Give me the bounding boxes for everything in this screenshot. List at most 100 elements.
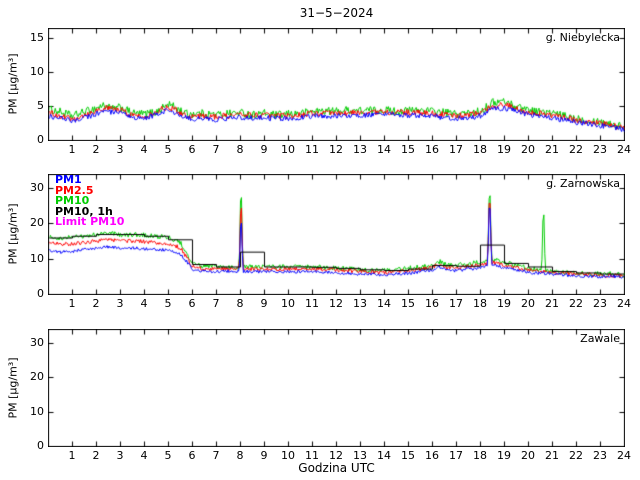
x-tick-label: 7 (212, 297, 220, 310)
x-tick-label: 2 (92, 143, 100, 156)
x-tick-label: 7 (212, 143, 220, 156)
panel-title-zarnowska: g. Zarnowska (546, 177, 620, 190)
legend-item-pm10: PM10 (55, 194, 90, 207)
x-tick-label: 17 (449, 297, 463, 310)
x-tick-label: 14 (377, 449, 391, 462)
x-tick-label: 15 (401, 143, 415, 156)
y-tick-label: 0 (37, 439, 44, 452)
x-tick-label: 17 (449, 449, 463, 462)
x-tick-label: 19 (497, 143, 511, 156)
x-axis-label: Godzina UTC (298, 461, 375, 475)
x-tick-label: 18 (473, 143, 487, 156)
y-tick-label: 0 (37, 133, 44, 146)
x-tick-label: 3 (116, 297, 124, 310)
x-tick-label: 11 (305, 297, 319, 310)
x-tick-label: 9 (260, 449, 268, 462)
x-tick-label: 1 (68, 297, 76, 310)
x-tick-label: 22 (569, 143, 583, 156)
y-tick-label: 0 (37, 287, 44, 300)
legend-item-limit-pm10: Limit PM10 (55, 215, 125, 228)
legend-item-pm1: PM1 (55, 173, 82, 186)
x-tick-label: 12 (329, 449, 343, 462)
y-tick-label: 5 (37, 99, 44, 113)
x-tick-label: 19 (497, 449, 511, 462)
x-tick-label: 11 (305, 143, 319, 156)
x-tick-label: 20 (521, 449, 535, 462)
x-tick-label: 24 (617, 143, 631, 156)
x-tick-label: 8 (236, 143, 244, 156)
x-tick-label: 6 (188, 449, 196, 462)
x-tick-label: 23 (593, 449, 607, 462)
x-tick-label: 21 (545, 297, 559, 310)
panel-niebylecka-plot-canvas (48, 28, 625, 141)
x-tick-label: 10 (281, 143, 295, 156)
x-tick-label: 18 (473, 449, 487, 462)
x-tick-label: 6 (188, 143, 196, 156)
x-tick-label: 18 (473, 297, 487, 310)
panel-zarnowska: g. Zarnowska PM1 PM2.5 PM10 PM10, 1h Limit P… (48, 174, 625, 295)
x-tick-label: 24 (617, 449, 631, 462)
x-tick-label: 8 (236, 297, 244, 310)
x-tick-label: 15 (401, 449, 415, 462)
panel-zarnowska-plot-canvas (48, 174, 625, 295)
x-tick-label: 13 (353, 297, 367, 310)
figure-title: 31−5−2024 (299, 6, 374, 20)
x-tick-label: 15 (401, 297, 415, 310)
x-tick-label: 13 (353, 143, 367, 156)
x-tick-label: 17 (449, 143, 463, 156)
y-tick-label: 20 (30, 370, 44, 384)
x-tick-label: 22 (569, 297, 583, 310)
x-tick-label: 23 (593, 297, 607, 310)
x-tick-label: 13 (353, 449, 367, 462)
x-tick-label: 20 (521, 143, 535, 156)
x-tick-label: 12 (329, 143, 343, 156)
x-tick-label: 24 (617, 297, 631, 310)
x-tick-label: 14 (377, 297, 391, 310)
x-tick-label: 8 (236, 449, 244, 462)
x-tick-label: 21 (545, 449, 559, 462)
x-tick-label: 1 (68, 143, 76, 156)
x-tick-label: 10 (281, 449, 295, 462)
y-tick-label: 10 (30, 404, 44, 418)
panel-zawale-plot-canvas (48, 329, 625, 447)
legend-item-pm2-5: PM2.5 (55, 183, 94, 197)
x-tick-label: 4 (140, 449, 148, 462)
x-tick-label: 22 (569, 449, 583, 462)
panel-niebylecka: g. Niebylecka (48, 28, 625, 141)
x-tick-label: 16 (425, 297, 439, 310)
x-tick-label: 10 (281, 297, 295, 310)
y-tick-label: 10 (30, 65, 44, 79)
panel-title-niebylecka: g. Niebylecka (545, 31, 620, 44)
x-tick-label: 16 (425, 449, 439, 462)
x-tick-label: 11 (305, 449, 319, 462)
panel-title-zawale: Zawale (580, 332, 620, 345)
y-tick-label: 30 (30, 335, 44, 349)
x-tick-label: 3 (116, 449, 124, 462)
x-tick-label: 1 (68, 449, 76, 462)
y-tick-label: 15 (30, 31, 44, 45)
panel-zawale: Zawale (48, 329, 625, 447)
x-tick-label: 5 (164, 449, 172, 462)
x-tick-label: 19 (497, 297, 511, 310)
x-tick-label: 4 (140, 143, 148, 156)
x-tick-label: 5 (164, 143, 172, 156)
x-tick-label: 5 (164, 297, 172, 310)
x-tick-label: 20 (521, 297, 535, 310)
x-tick-label: 9 (260, 143, 268, 156)
x-tick-label: 16 (425, 143, 439, 156)
y-tick-label: 30 (30, 181, 44, 195)
x-tick-label: 21 (545, 143, 559, 156)
x-tick-label: 12 (329, 297, 343, 310)
x-tick-label: 2 (92, 297, 100, 310)
x-tick-label: 7 (212, 449, 220, 462)
x-tick-label: 9 (260, 297, 268, 310)
x-tick-label: 23 (593, 143, 607, 156)
x-tick-label: 2 (92, 449, 100, 462)
y-tick-label: 20 (30, 216, 44, 230)
x-tick-label: 3 (116, 143, 124, 156)
x-tick-label: 14 (377, 143, 391, 156)
legend-item-pm10-1h: PM10, 1h (55, 204, 113, 218)
y-tick-label: 10 (30, 251, 44, 265)
x-tick-label: 6 (188, 297, 196, 310)
